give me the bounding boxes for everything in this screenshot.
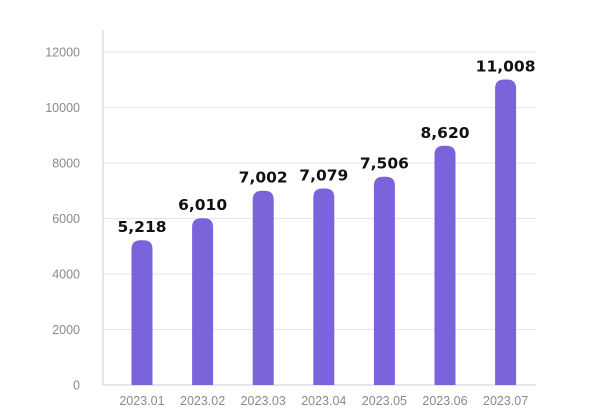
bar-2023.04 — [313, 188, 335, 385]
data-label: 6,010 — [178, 196, 227, 214]
bar-2023.07 — [495, 79, 517, 385]
y-tick-label: 10000 — [45, 101, 80, 115]
bars — [131, 79, 517, 385]
data-labels: 5,218 6,010 7,002 7,079 7,506 8,620 11,008 — [117, 58, 535, 237]
x-tick-label: 2023.02 — [180, 394, 225, 408]
x-tick-label: 2023.06 — [422, 394, 467, 408]
x-tick-label: 2023.03 — [241, 394, 286, 408]
bar-2023.02 — [192, 218, 214, 385]
data-label: 5,218 — [117, 218, 166, 236]
bar-2023.05 — [373, 176, 395, 385]
y-tick-label: 0 — [73, 379, 80, 393]
x-tick-label: 2023.04 — [301, 394, 346, 408]
bar-2023.03 — [252, 190, 274, 385]
data-label: 7,079 — [299, 167, 348, 185]
x-tick-label: 2023.07 — [483, 394, 528, 408]
data-label: 7,002 — [239, 169, 288, 187]
bar-2023.01 — [131, 240, 153, 385]
y-tick-label: 2000 — [52, 323, 80, 337]
y-tick-label: 8000 — [52, 157, 80, 171]
y-tick-label: 12000 — [45, 46, 80, 60]
bar-2023.06 — [434, 145, 456, 385]
x-tick-labels: 2023.01 2023.02 2023.03 2023.04 2023.05 2023.… — [119, 394, 528, 408]
y-tick-labels: 0 2000 4000 6000 8000 10000 12000 — [45, 46, 80, 393]
data-label: 7,506 — [360, 155, 409, 173]
data-label: 11,008 — [476, 58, 536, 76]
data-label: 8,620 — [420, 124, 469, 142]
y-tick-label: 4000 — [52, 268, 80, 282]
x-tick-label: 2023.05 — [362, 394, 407, 408]
x-tick-label: 2023.01 — [119, 394, 164, 408]
y-tick-label: 6000 — [52, 212, 80, 226]
